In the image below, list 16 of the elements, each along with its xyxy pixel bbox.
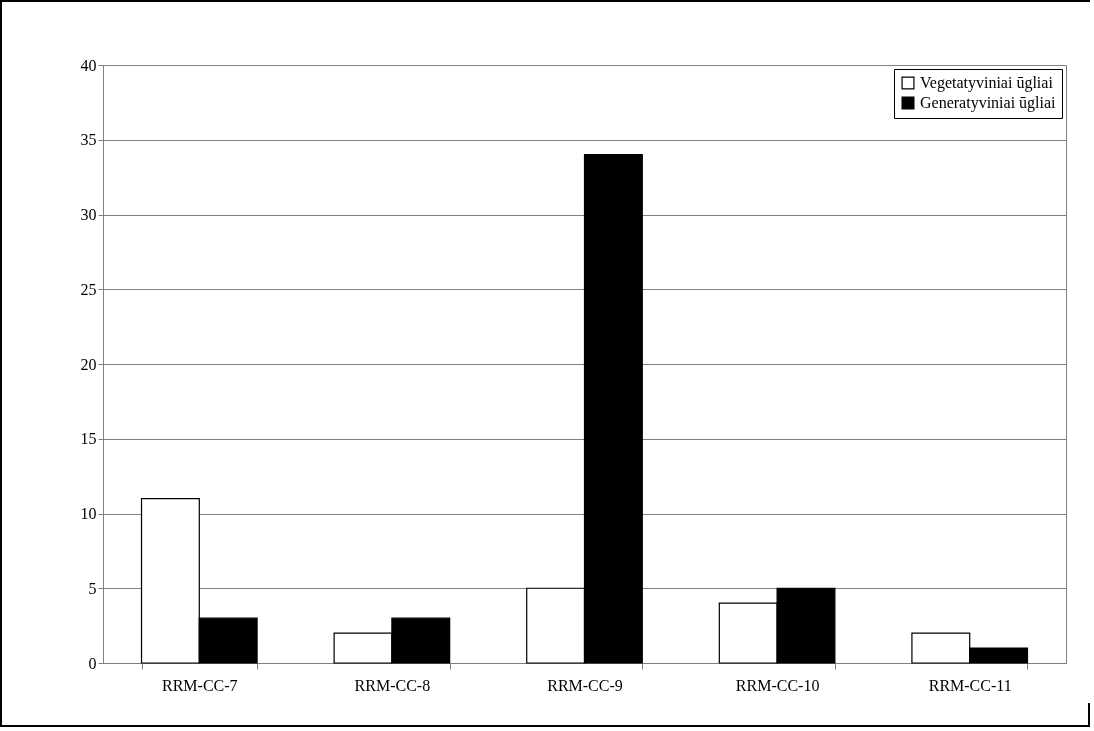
legend-label: Generatyviniai ūgliai bbox=[920, 94, 1057, 112]
x-tick-label: RRM-CC-8 bbox=[354, 676, 431, 694]
y-tick-label: 15 bbox=[80, 430, 97, 448]
x-tick-label: RRM-CC-7 bbox=[162, 676, 238, 694]
y-tick-label: 5 bbox=[88, 579, 97, 597]
y-tick-label: 25 bbox=[80, 280, 97, 298]
x-tick-label: RRM-CC-11 bbox=[928, 676, 1012, 694]
y-tick-label: 20 bbox=[80, 355, 97, 373]
y-tick-label: 40 bbox=[80, 56, 97, 74]
legend-label: Vegetatyviniai ūgliai bbox=[920, 74, 1054, 92]
y-tick-label: 0 bbox=[88, 654, 97, 672]
x-tick-label: RRM-CC-10 bbox=[735, 676, 820, 694]
y-tick-label: 10 bbox=[80, 505, 97, 522]
y-tick-label: 35 bbox=[80, 131, 97, 149]
x-tick-label: RRM-CC-9 bbox=[547, 676, 623, 694]
y-tick-label: 30 bbox=[80, 206, 97, 223]
